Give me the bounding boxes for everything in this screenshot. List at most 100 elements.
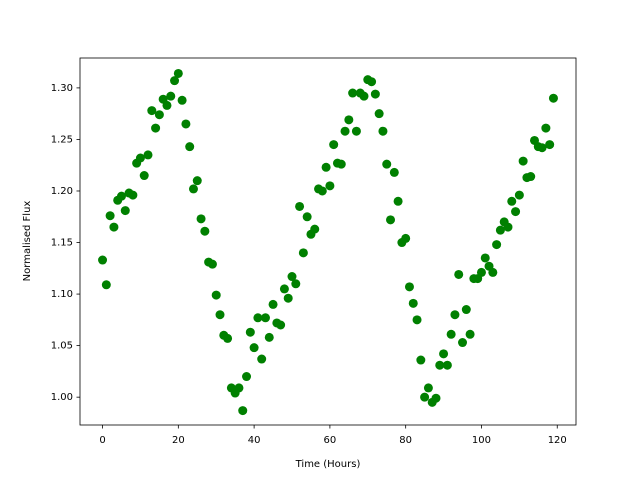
y-tick-label: 1.20 [51, 186, 73, 197]
y-axis-label: Normalised Flux [22, 201, 33, 282]
point [139, 171, 149, 181]
point [548, 93, 558, 103]
point [325, 181, 335, 191]
point [116, 191, 126, 201]
point [465, 329, 475, 339]
point [526, 172, 536, 182]
point [389, 167, 399, 177]
point [374, 109, 384, 119]
x-tick-label: 120 [548, 435, 567, 446]
point [207, 259, 217, 269]
x-tick-label: 40 [248, 435, 261, 446]
point [268, 299, 278, 309]
point [192, 176, 202, 186]
point [435, 360, 445, 370]
point [151, 123, 161, 133]
x-tick-label: 100 [472, 435, 491, 446]
point [336, 159, 346, 169]
point [340, 126, 350, 136]
point [154, 110, 164, 120]
point [260, 313, 270, 323]
point [404, 282, 414, 292]
point [238, 406, 248, 416]
point [329, 140, 339, 150]
point [507, 196, 517, 206]
point [442, 360, 452, 370]
point [382, 159, 392, 169]
point [439, 349, 449, 359]
point [492, 240, 502, 250]
point [545, 140, 555, 150]
point [321, 162, 331, 172]
point [298, 248, 308, 258]
point [253, 313, 263, 323]
point [476, 267, 486, 277]
point [98, 255, 108, 265]
point [291, 279, 301, 289]
point [386, 215, 396, 225]
point [370, 89, 380, 99]
point [518, 156, 528, 166]
point [495, 225, 505, 235]
x-tick-label: 60 [324, 435, 337, 446]
point [279, 284, 289, 294]
point [211, 290, 221, 300]
point [480, 253, 490, 263]
point [196, 214, 206, 224]
y-tick-label: 1.05 [51, 341, 73, 352]
y-tick-label: 1.30 [51, 83, 73, 94]
y-tick-label: 1.00 [51, 392, 73, 403]
point [128, 190, 138, 200]
y-tick-label: 1.10 [51, 289, 73, 300]
point [143, 150, 153, 160]
point [514, 190, 524, 200]
axes-frame [79, 57, 577, 426]
point [234, 383, 244, 393]
point [454, 269, 464, 279]
point [302, 212, 312, 222]
point [276, 320, 286, 330]
point [412, 315, 422, 325]
point [170, 76, 180, 86]
point [537, 143, 547, 153]
point [147, 106, 157, 116]
point [420, 392, 430, 402]
point [264, 332, 274, 342]
point [401, 233, 411, 243]
point [109, 222, 119, 232]
point [105, 211, 115, 221]
x-tick-label: 80 [399, 435, 412, 446]
point [249, 343, 259, 353]
point [200, 226, 210, 236]
point [185, 142, 195, 152]
point [173, 68, 183, 78]
point [351, 126, 361, 136]
x-axis-label: Time (Hours) [295, 459, 361, 470]
point [450, 310, 460, 320]
point [488, 267, 498, 277]
point [283, 293, 293, 303]
point [257, 354, 267, 364]
point [223, 333, 233, 343]
point [431, 393, 441, 403]
x-tick-label: 20 [172, 435, 185, 446]
point [215, 310, 225, 320]
point [408, 298, 418, 308]
point [446, 329, 456, 339]
point [245, 327, 255, 337]
y-tick-label: 1.15 [51, 238, 73, 249]
point [295, 201, 305, 211]
point [348, 88, 358, 98]
y-tick-label: 1.25 [51, 134, 73, 145]
point [416, 355, 426, 365]
point [188, 184, 198, 194]
point [503, 222, 513, 232]
point [287, 272, 297, 282]
point [541, 123, 551, 133]
point [177, 95, 187, 105]
point [162, 100, 172, 110]
point [511, 207, 521, 217]
point [344, 115, 354, 125]
